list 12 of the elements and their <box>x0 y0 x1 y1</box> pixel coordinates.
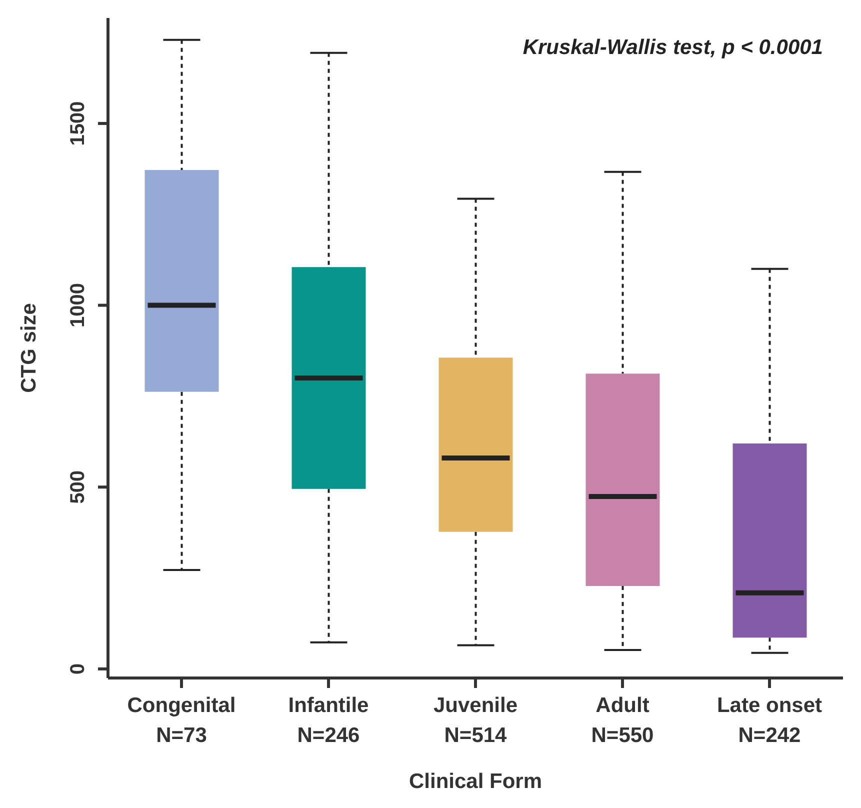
x-axis-title: Clinical Form <box>408 770 542 793</box>
y-tick-label: 500 <box>67 470 89 504</box>
x-tick-label: Congenital N=73 <box>127 694 236 747</box>
x-tick-label: Adult N=550 <box>591 694 654 747</box>
x-tick-label: Late onset N=242 <box>716 694 822 747</box>
x-tick-label: Juvenile N=514 <box>433 694 518 747</box>
y-tick-label: 1500 <box>67 101 89 146</box>
y-tick-label: 0 <box>67 663 89 674</box>
annotation: Kruskal-Wallis test, p < 0.0001 <box>522 36 823 60</box>
y-axis-title: CTG size <box>17 303 40 393</box>
y-tick-label: 1000 <box>67 283 89 328</box>
x-tick-label: Infantile N=246 <box>288 694 369 747</box>
